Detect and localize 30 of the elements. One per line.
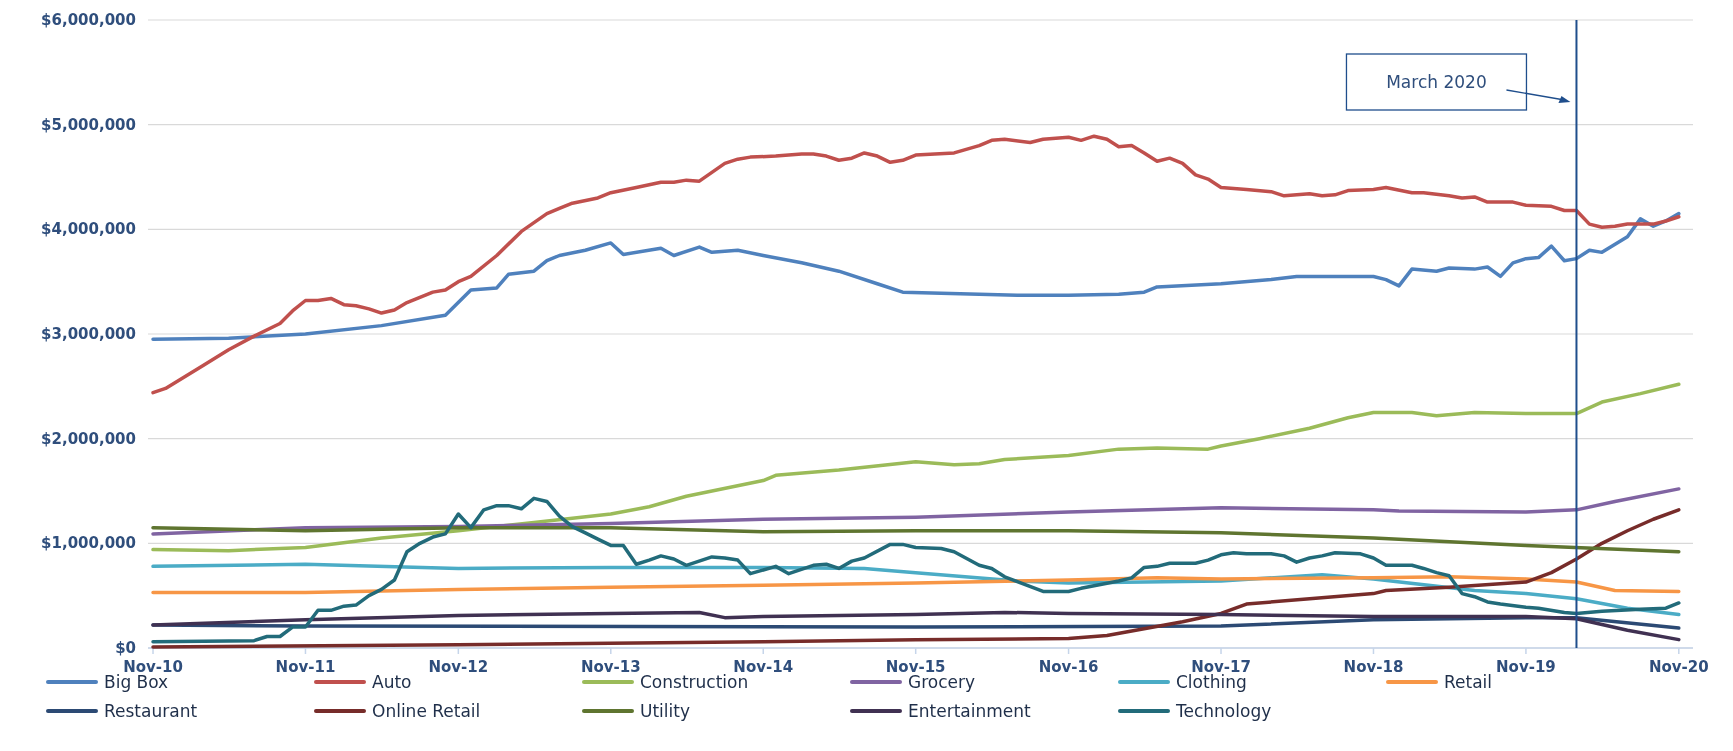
y-tick-label: $0 [115, 639, 136, 657]
legend-label: Utility [640, 701, 691, 721]
legend-label: Online Retail [372, 701, 481, 721]
line-series [151, 382, 1681, 553]
y-tick-label: $3,000,000 [41, 325, 136, 343]
x-tick-label: Nov-12 [428, 658, 489, 676]
x-tick-label: Nov-18 [1343, 658, 1404, 676]
ref-line-label: March 2020 [1386, 72, 1487, 92]
y-tick-label: $6,000,000 [41, 11, 136, 29]
x-tick-label: Nov-13 [580, 658, 641, 676]
line-series [151, 525, 1681, 554]
line-series [151, 134, 1681, 395]
legend-label: Technology [1175, 701, 1272, 721]
legend-label: Retail [1444, 672, 1493, 692]
line-series [151, 211, 1681, 341]
legend-label: Restaurant [104, 701, 198, 721]
legend-label: Clothing [1176, 672, 1247, 692]
y-tick-label: $4,000,000 [41, 220, 136, 239]
x-tick-label: Nov-19 [1496, 658, 1556, 676]
line-series [151, 575, 1681, 595]
x-tick-label: Nov-16 [1038, 658, 1099, 676]
x-tick-label: Nov-11 [275, 658, 336, 676]
line-series [151, 487, 1681, 536]
y-tick-label: $2,000,000 [41, 429, 136, 448]
legend-label: Entertainment [908, 701, 1031, 721]
y-tick-label: $5,000,000 [41, 115, 136, 134]
x-tick-label: Nov-20 [1648, 658, 1709, 676]
line-series [151, 610, 1681, 642]
legend-label: Auto [372, 672, 412, 692]
y-tick-label: $1,000,000 [41, 534, 136, 553]
